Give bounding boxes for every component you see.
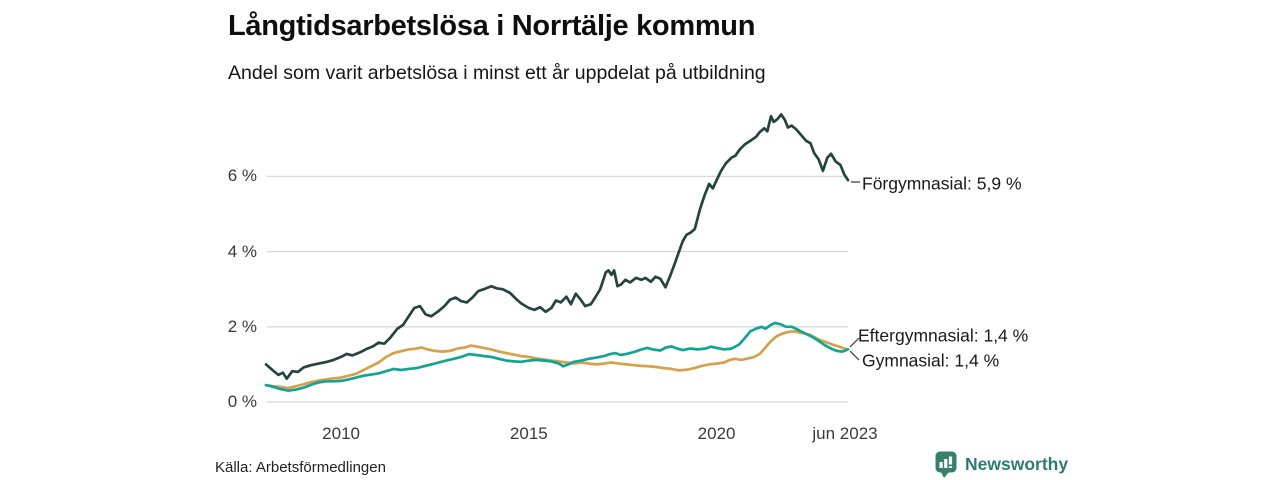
x-tick-label: 2015 bbox=[509, 424, 548, 443]
chart-subtitle: Andel som varit arbetslösa i minst ett å… bbox=[228, 62, 766, 84]
newsworthy-icon bbox=[935, 451, 957, 478]
x-tick-label: 2010 bbox=[322, 424, 361, 443]
y-tick-label: 0 % bbox=[227, 392, 257, 411]
x-tick-label: 2020 bbox=[697, 424, 736, 443]
brand-name: Newsworthy bbox=[965, 454, 1069, 474]
series-label-forgymnasial: Förgymnasial: 5,9 % bbox=[862, 173, 1022, 194]
annotation-leader-line bbox=[849, 350, 860, 361]
source-note: Källa: Arbetsförmedlingen bbox=[215, 459, 386, 476]
series-label-eftergymnasial: Eftergymnasial: 1,4 % bbox=[858, 325, 1029, 346]
series-line-eftergymnasial bbox=[264, 321, 850, 393]
annotation-leader-line bbox=[849, 337, 860, 348]
series-label-gymnasial: Gymnasial: 1,4 % bbox=[862, 350, 1000, 371]
series-line-förgymnasial bbox=[264, 113, 850, 381]
series-line-gymnasial bbox=[264, 329, 850, 390]
y-tick-label: 6 % bbox=[227, 166, 257, 186]
page-title: Långtidsarbetslösa i Norrtälje kommun bbox=[228, 10, 756, 42]
x-tick-label: jun 2023 bbox=[812, 424, 878, 443]
y-tick-label: 4 % bbox=[227, 241, 257, 261]
y-tick-label: 2 % bbox=[227, 316, 257, 336]
brand-logo: Newsworthy bbox=[935, 451, 1068, 478]
